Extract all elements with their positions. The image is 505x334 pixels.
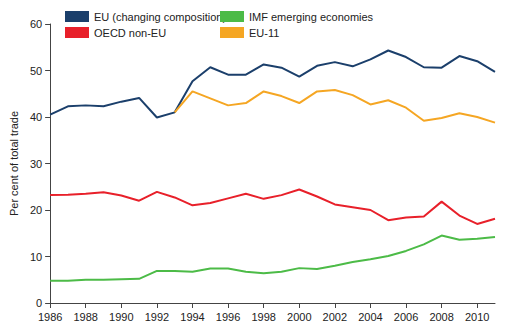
svg-text:30: 30 — [30, 158, 42, 170]
svg-text:Per cent of total trade: Per cent of total trade — [8, 111, 20, 216]
svg-text:2006: 2006 — [394, 311, 418, 323]
svg-text:1992: 1992 — [145, 311, 169, 323]
svg-text:2010: 2010 — [465, 311, 489, 323]
svg-text:2008: 2008 — [429, 311, 453, 323]
svg-text:EU (changing composition): EU (changing composition) — [94, 11, 226, 23]
svg-text:1988: 1988 — [73, 311, 97, 323]
svg-text:10: 10 — [30, 251, 42, 263]
svg-text:1986: 1986 — [38, 311, 62, 323]
svg-text:40: 40 — [30, 111, 42, 123]
svg-text:1994: 1994 — [180, 311, 204, 323]
svg-text:OECD non-EU: OECD non-EU — [94, 27, 166, 39]
svg-text:20: 20 — [30, 204, 42, 216]
svg-text:EU-11: EU-11 — [249, 27, 279, 39]
svg-text:1998: 1998 — [251, 311, 275, 323]
svg-text:1990: 1990 — [109, 311, 133, 323]
svg-text:0: 0 — [36, 297, 42, 309]
svg-text:1996: 1996 — [216, 311, 240, 323]
svg-text:IMF emerging economies: IMF emerging economies — [249, 11, 374, 23]
svg-text:60: 60 — [30, 18, 42, 30]
svg-text:50: 50 — [30, 65, 42, 77]
svg-text:2000: 2000 — [287, 311, 311, 323]
svg-text:2004: 2004 — [358, 311, 382, 323]
svg-text:2002: 2002 — [323, 311, 347, 323]
